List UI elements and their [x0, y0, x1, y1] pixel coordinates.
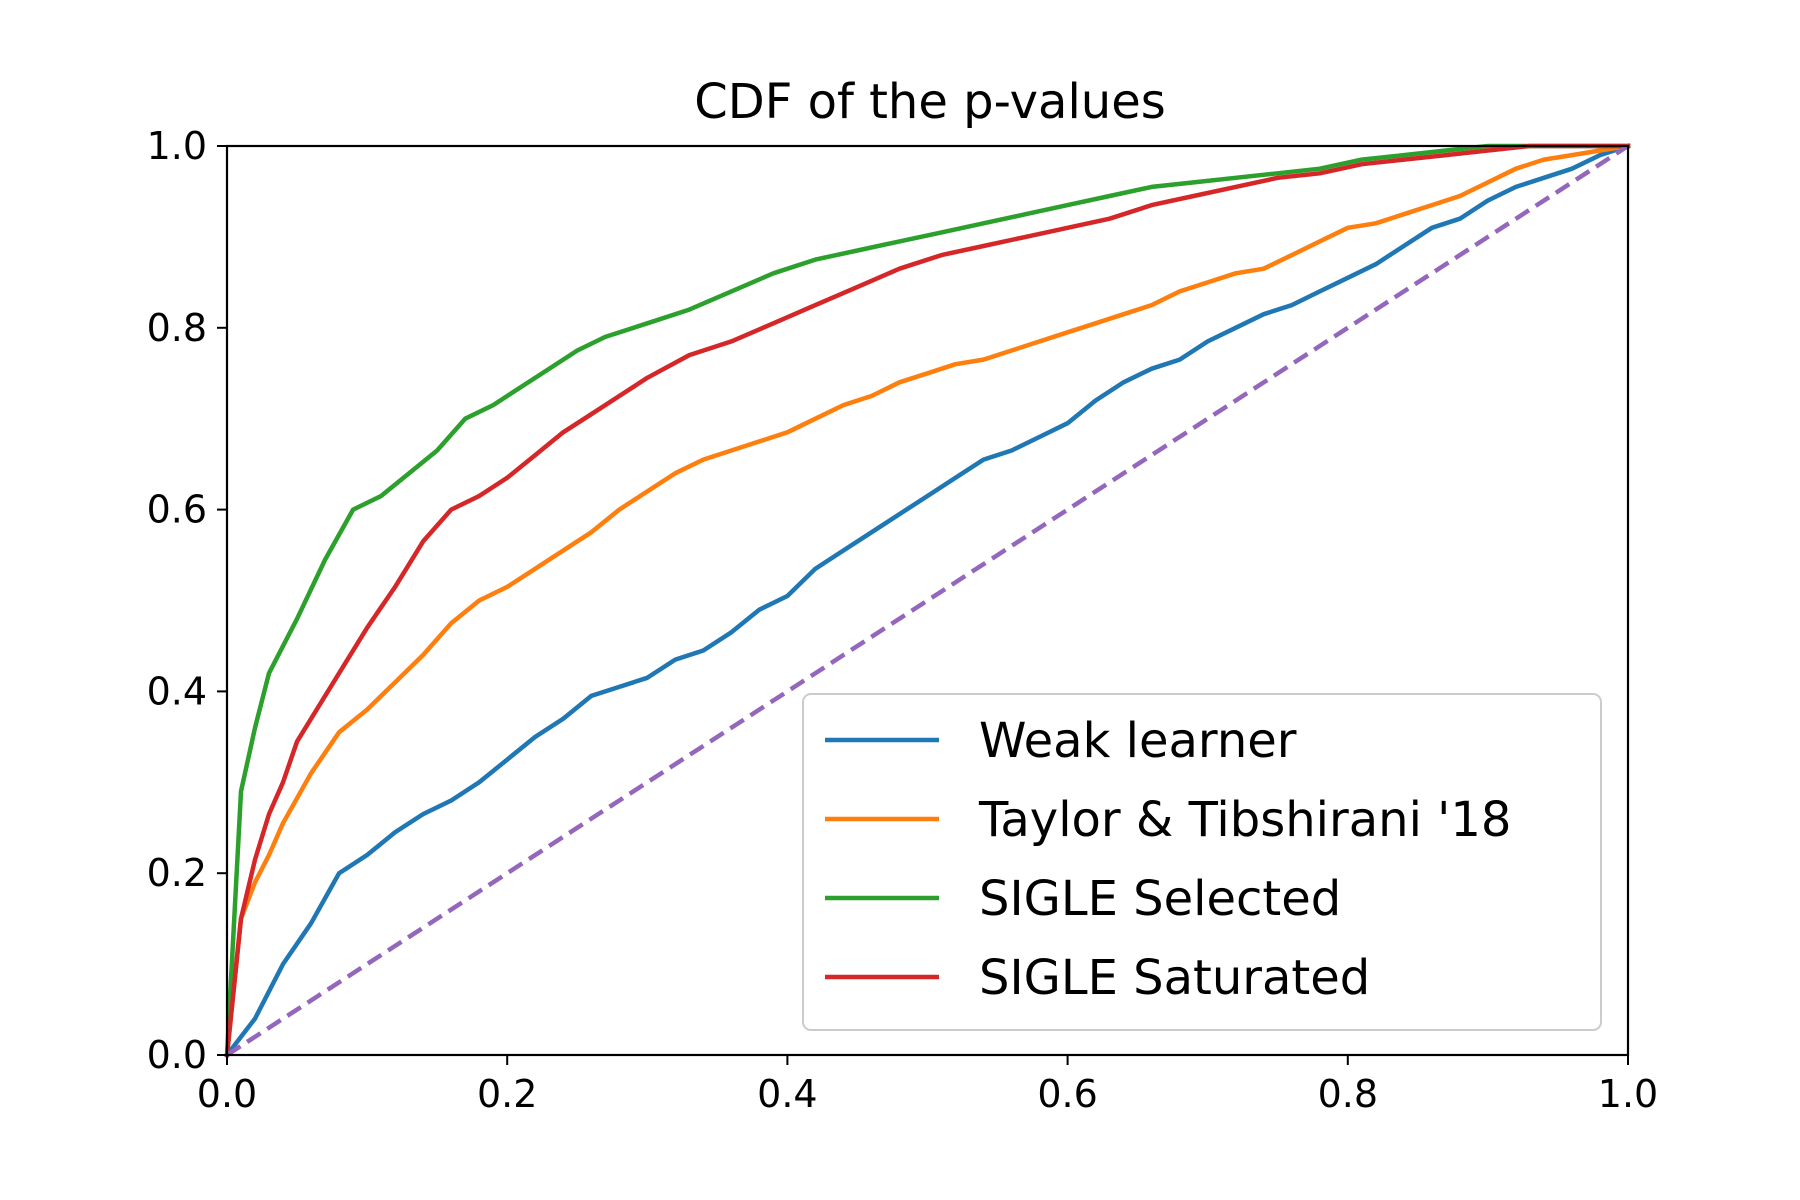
legend-label-1: Taylor & Tibshirani '18 — [978, 792, 1511, 848]
y-tick-label: 0.6 — [147, 488, 207, 532]
legend-label-2: SIGLE Selected — [979, 871, 1341, 927]
x-tick-label: 0.2 — [477, 1072, 537, 1116]
legend-label-3: SIGLE Saturated — [979, 950, 1370, 1006]
series-line-4 — [225, 144, 1630, 1057]
axes-layer: 0.0 0.2 0.4 0.6 0.8 1.0 0.0 0.2 0.4 0.6 0.8 1.0 — [147, 124, 1659, 1116]
x-tick-label: 0.8 — [1318, 1072, 1378, 1116]
legend-box — [802, 693, 1602, 1031]
legend: Weak learner Taylor & Tibshirani '18 SIGLE… — [802, 693, 1602, 1031]
x-tick-label: 0.4 — [757, 1072, 817, 1116]
y-tick-label: 0.0 — [147, 1033, 207, 1077]
plot-frame — [225, 144, 1630, 1057]
y-tick-label: 0.8 — [147, 306, 207, 350]
series-line-1 — [224, 143, 1631, 1058]
x-tick-label: 1.0 — [1598, 1072, 1658, 1116]
series-line-2 — [224, 143, 1631, 1058]
y-tick-label: 0.2 — [147, 851, 207, 895]
y-tick-label: 1.0 — [147, 124, 207, 168]
series-line-3 — [224, 143, 1631, 1058]
y-tick-label: 0.4 — [147, 669, 207, 713]
x-tick-label: 0.0 — [197, 1072, 257, 1116]
series-layer — [223, 143, 1631, 1059]
x-tick-label: 0.6 — [1037, 1072, 1097, 1116]
legend-label-0: Weak learner — [979, 713, 1297, 769]
series-line-0 — [223, 143, 1631, 1059]
chart-title: CDF of the p-values — [694, 74, 1166, 130]
